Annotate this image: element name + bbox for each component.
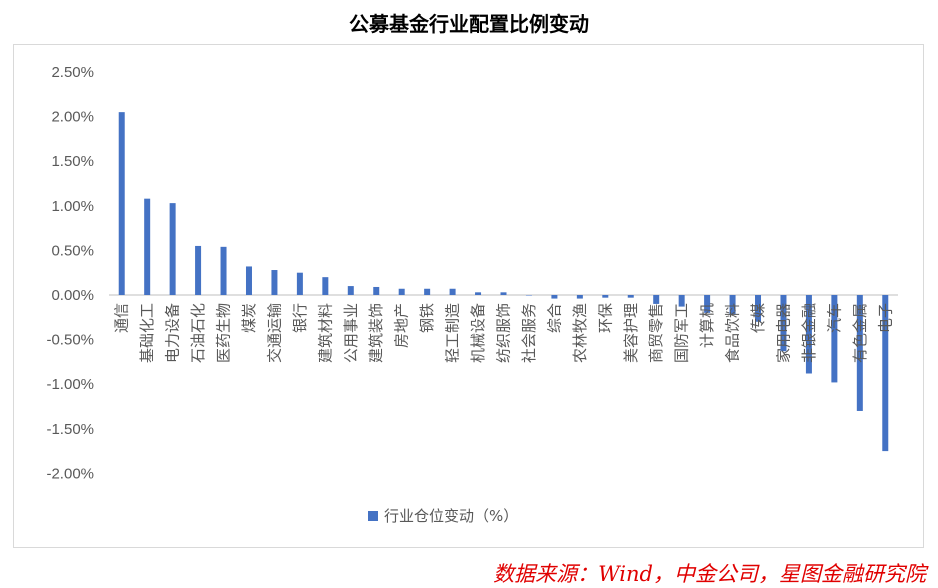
bar-医药生物 (220, 246, 227, 295)
category-label: 钢铁 (418, 303, 436, 333)
bar-农林牧渔 (576, 295, 583, 299)
category-label: 非银金融 (800, 303, 818, 363)
bar-chart: 2.50% 2.00% 1.50% 1.00% 0.50% 0.00% -0.50% -1.0… (46, 64, 898, 525)
y-tick-label: 2.00% (51, 109, 94, 126)
category-label: 汽车 (825, 303, 843, 333)
y-tick-label: -1.00% (46, 376, 94, 393)
bar-汽车 (831, 295, 838, 383)
category-label: 社会服务 (520, 303, 538, 363)
category-label: 轻工制造 (444, 303, 462, 363)
category-label: 交通运输 (265, 303, 283, 363)
category-label: 石油石化 (189, 303, 207, 363)
category-label: 公用事业 (342, 303, 360, 363)
category-label: 美容护理 (622, 303, 640, 363)
y-tick-label: -0.50% (46, 332, 94, 349)
bar-非银金融 (805, 295, 812, 374)
category-label: 家用电器 (774, 303, 792, 363)
bar-石油石化 (195, 245, 202, 295)
bar-环保 (602, 295, 609, 298)
category-label: 综合 (545, 303, 563, 333)
category-label: 食品饮料 (724, 303, 742, 363)
category-label: 基础化工 (138, 303, 156, 363)
chart-frame: 2.50% 2.00% 1.50% 1.00% 0.50% 0.00% -0.50% -1.0… (13, 44, 924, 548)
bar-煤炭 (245, 266, 252, 295)
source-note: 数据来源：Wind，中金公司，星图金融研究院 (493, 562, 926, 586)
bar-计算机 (704, 295, 711, 313)
bar-交通运输 (271, 270, 278, 295)
y-tick-label: 0.00% (51, 287, 94, 304)
category-label: 机械设备 (469, 303, 487, 363)
category-label: 房地产 (393, 303, 411, 348)
category-label: 有色金属 (851, 303, 869, 363)
chart-title: 公募基金行业配置比例变动 (349, 12, 589, 36)
category-label: 纺织服饰 (495, 303, 513, 363)
bar-食品饮料 (729, 295, 736, 315)
y-tick-label: 1.00% (51, 198, 94, 215)
category-label: 传媒 (749, 303, 767, 333)
bar-国防军工 (678, 295, 685, 307)
bar-建筑装饰 (373, 286, 380, 295)
legend-label: 行业仓位变动（%） (384, 507, 518, 525)
bar-机械设备 (475, 292, 482, 295)
legend-swatch (368, 511, 378, 521)
bar-通信 (118, 112, 125, 295)
bar-家用电器 (780, 295, 787, 352)
bar-有色金属 (856, 295, 863, 411)
bar-纺织服饰 (500, 292, 507, 295)
category-label: 医药生物 (215, 303, 233, 363)
category-label: 电子 (876, 303, 894, 333)
category-label: 电力设备 (164, 303, 182, 363)
bar-钢铁 (424, 288, 431, 295)
bar-综合 (551, 295, 558, 299)
bar-传媒 (755, 295, 762, 322)
y-tick-label: 2.50% (51, 64, 94, 81)
bar-电子 (882, 295, 889, 452)
bar-基础化工 (144, 198, 151, 295)
category-label: 国防军工 (673, 303, 691, 363)
bar-房地产 (398, 288, 405, 295)
bar-建筑材料 (322, 277, 329, 295)
category-label: 建筑材料 (316, 303, 334, 363)
category-label: 环保 (596, 303, 614, 333)
category-label: 农林牧渔 (571, 303, 589, 363)
category-label: 建筑装饰 (367, 303, 385, 363)
y-tick-label: -1.50% (46, 421, 94, 438)
bar-银行 (296, 272, 303, 295)
category-label: 商贸零售 (647, 303, 665, 363)
y-tick-label: -2.00% (46, 465, 94, 482)
bar-电力设备 (169, 203, 176, 295)
category-label: 煤炭 (240, 303, 258, 333)
bar-美容护理 (627, 295, 634, 298)
y-tick-label: 0.50% (51, 242, 94, 259)
category-label: 银行 (291, 303, 309, 333)
bar-公用事业 (347, 286, 354, 295)
category-label: 通信 (113, 303, 131, 333)
y-tick-label: 1.50% (51, 153, 94, 170)
bar-轻工制造 (449, 288, 456, 295)
bar-商贸零售 (653, 295, 660, 304)
bar-社会服务 (525, 295, 532, 296)
category-label: 计算机 (698, 303, 716, 348)
